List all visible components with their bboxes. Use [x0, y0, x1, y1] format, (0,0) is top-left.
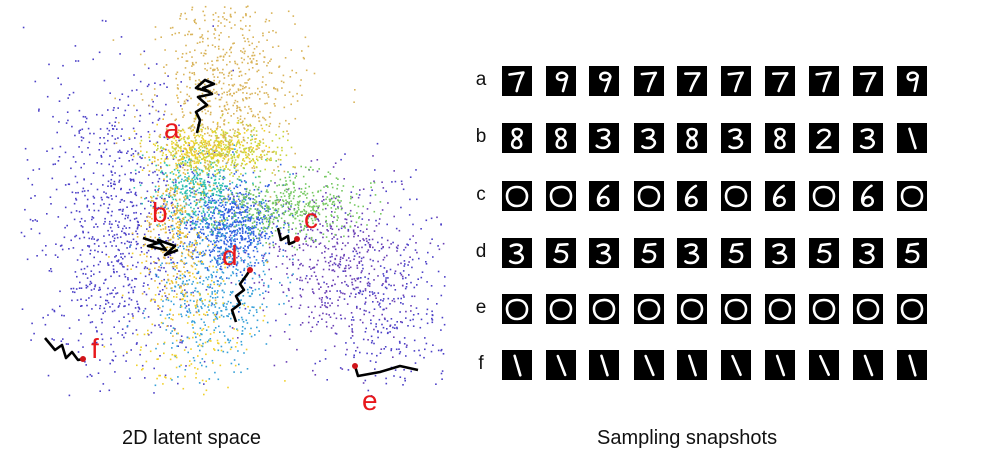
digit-snapshot — [721, 294, 751, 324]
digit-snapshot — [897, 294, 927, 324]
digit-snapshot — [546, 350, 576, 380]
trajectory-label-e: e — [362, 385, 378, 416]
digit-snapshot — [589, 181, 619, 211]
digit-snapshot — [677, 238, 707, 268]
digit-snapshot — [809, 350, 839, 380]
snapshots-caption: Sampling snapshots — [597, 427, 778, 449]
digit-snapshot — [765, 181, 795, 211]
snapshot-row-label: f — [478, 353, 484, 374]
trajectory-f — [44, 337, 84, 362]
digit-snapshot — [502, 66, 532, 96]
trajectory-endpoint-e — [352, 363, 358, 369]
sampling-trajectories — [44, 78, 419, 378]
digit-snapshot — [502, 123, 532, 153]
digit-snapshot — [677, 66, 707, 96]
digit-snapshot — [853, 350, 883, 380]
digit-snapshot — [809, 123, 839, 153]
digit-snapshot — [897, 66, 927, 96]
digit-snapshot — [634, 238, 664, 268]
digit-snapshot — [502, 294, 532, 324]
digit-snapshot — [765, 66, 795, 96]
digit-snapshot — [897, 181, 927, 211]
digit-snapshot — [546, 181, 576, 211]
digit-snapshot — [853, 66, 883, 96]
snapshot-row-label: e — [475, 297, 487, 318]
digit-snapshot — [502, 181, 532, 211]
trajectory-d — [230, 269, 252, 323]
digit-snapshot — [897, 350, 927, 380]
digit-snapshot — [853, 123, 883, 153]
digit-snapshot — [589, 350, 619, 380]
digit-snapshot — [765, 123, 795, 153]
trajectory-label-b: b — [152, 197, 168, 228]
digit-snapshot — [589, 123, 619, 153]
digit-snapshot — [634, 123, 664, 153]
digit-snapshot — [546, 294, 576, 324]
trajectory-endpoint-d — [247, 267, 253, 273]
digit-snapshot — [634, 294, 664, 324]
digit-snapshot — [897, 123, 927, 153]
digit-snapshot — [677, 123, 707, 153]
trajectory-label-d: d — [222, 240, 238, 271]
digit-snapshot — [809, 181, 839, 211]
digit-snapshot — [765, 350, 795, 380]
digit-snapshot — [721, 238, 751, 268]
trajectory-a — [194, 78, 216, 134]
snapshot-row-label: d — [475, 241, 487, 262]
trajectory-label-c: c — [304, 203, 318, 234]
snapshot-row-label: b — [475, 126, 487, 147]
digit-snapshot — [677, 294, 707, 324]
latent-space-plot: a b c d e f — [20, 5, 446, 416]
trajectory-endpoint-f — [80, 356, 86, 362]
digit-snapshot — [809, 238, 839, 268]
digit-snapshot — [809, 66, 839, 96]
trajectory-endpoint-c — [294, 236, 300, 242]
trajectory-labels: a b c d e f — [91, 113, 378, 416]
digit-snapshot — [546, 123, 576, 153]
digit-snapshot — [897, 238, 927, 268]
digit-snapshot — [721, 123, 751, 153]
digit-snapshot — [634, 350, 664, 380]
digit-snapshot — [765, 294, 795, 324]
digit-snapshot — [589, 294, 619, 324]
digit-snapshot — [589, 66, 619, 96]
trajectory-label-a: a — [164, 113, 180, 144]
digit-snapshot — [546, 66, 576, 96]
digit-snapshot — [634, 66, 664, 96]
latent-point-cloud — [20, 5, 446, 397]
latent-space-caption: 2D latent space — [122, 427, 261, 449]
snapshot-row-label: c — [476, 184, 486, 205]
digit-snapshot — [634, 181, 664, 211]
snapshot-row-label: a — [475, 69, 487, 90]
trajectory-b — [142, 236, 179, 257]
digit-snapshot — [853, 181, 883, 211]
digit-snapshot — [502, 238, 532, 268]
digit-snapshot — [502, 350, 532, 380]
digit-snapshot — [721, 350, 751, 380]
digit-snapshot — [853, 238, 883, 268]
digit-snapshot — [809, 294, 839, 324]
trajectory-label-f: f — [91, 333, 99, 364]
digit-snapshot — [589, 238, 619, 268]
digit-snapshot — [677, 181, 707, 211]
digit-snapshot — [677, 350, 707, 380]
digit-snapshot — [853, 294, 883, 324]
digit-snapshot — [721, 181, 751, 211]
digit-snapshot — [546, 238, 576, 268]
digit-snapshot — [721, 66, 751, 96]
digit-snapshot — [765, 238, 795, 268]
trajectory-c — [276, 227, 298, 246]
trajectory-e — [353, 364, 419, 378]
